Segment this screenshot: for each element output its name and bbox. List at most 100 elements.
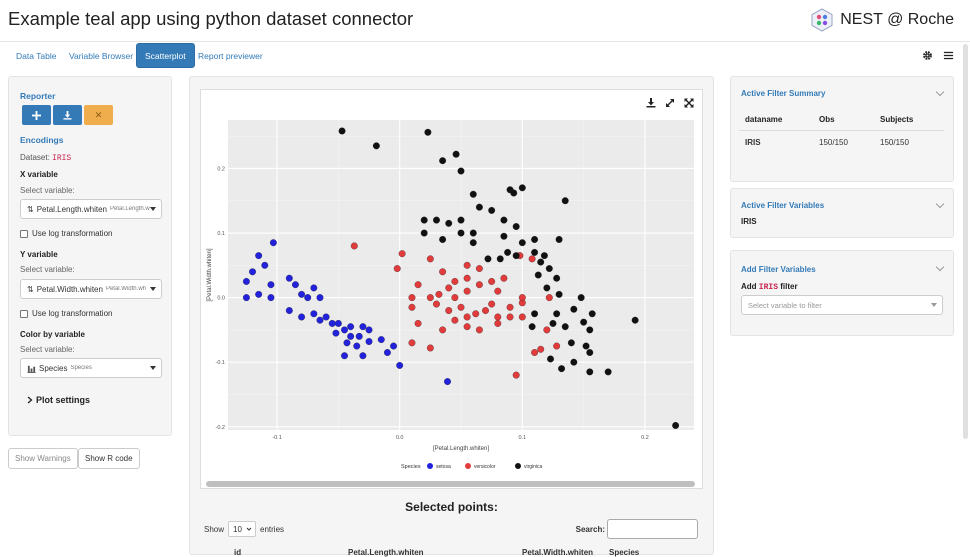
scatter-plot[interactable]: -0.1 0.0 0.1 0.2 -0.2 -0.1 0.0 0.1 0.2 [Petal.Len… [201,108,702,488]
entries-select[interactable]: 10 [228,521,257,537]
x-tick-label: 0.1 [518,435,526,441]
data-point-virginica [500,232,508,240]
active-filter-dataset: IRIS [741,217,757,226]
data-point-virginica [518,239,526,247]
add-filter-prefix: Add [741,282,757,291]
data-point-setosa [255,290,263,298]
column-header-species[interactable]: Species [609,548,640,557]
data-point-versicolor [494,287,502,295]
filter-variable-select[interactable]: Select variable to filter [741,295,943,315]
reporter-buttons: ✕ [22,105,113,125]
tab-scatterplot[interactable]: Scatterplot [136,43,195,68]
data-point-virginica [469,239,477,247]
main-panel: -0.1 0.0 0.1 0.2 -0.2 -0.1 0.0 0.1 0.2 [Petal.Len… [189,76,714,555]
brand-text: NEST @ Roche [840,11,954,28]
y-tick-label: -0.2 [216,425,225,431]
search-input[interactable] [607,519,698,539]
plot-horizontal-scrollbar[interactable] [206,481,695,487]
active-filter-summary-title[interactable]: Active Filter Summary [741,89,826,98]
expand-icon[interactable] [665,98,675,108]
legend-key-versicolor [465,463,471,469]
data-point-versicolor [494,319,502,327]
data-point-setosa [304,294,312,302]
data-point-setosa [332,329,340,337]
show-r-code-button[interactable]: Show R code [78,448,140,469]
plot-settings-toggle[interactable]: Plot settings [27,395,90,405]
hamburger-menu-icon[interactable] [943,50,954,61]
data-point-virginica [570,305,578,313]
column-header-petal-length[interactable]: Petal.Length.whiten [348,548,424,557]
data-point-setosa [353,342,361,350]
add-card-button[interactable] [22,105,51,125]
app-header: Example teal app using python dataset co… [0,0,970,42]
chevron-down-icon[interactable] [935,262,945,272]
data-point-versicolor [488,300,496,308]
data-point-virginica [586,349,594,356]
data-point-virginica [588,310,596,318]
download-report-button[interactable] [53,105,82,125]
data-point-versicolor [408,339,416,347]
tab-report-previewer[interactable]: Report previewer [198,51,263,61]
brand[interactable]: NEST @ Roche [810,6,954,34]
chevron-down-icon [246,527,252,531]
active-filter-variables-title[interactable]: Active Filter Variables [741,201,825,210]
summary-subjects: 150/150 [880,137,909,147]
dataset-label: Dataset: [20,153,50,162]
x-variable-value-small: Petal.Length.w [109,206,150,212]
chevron-right-icon [27,396,33,404]
filter-summary-table: dataname Obs Subjects IRIS 150/150 150/1… [739,109,944,153]
chevron-down-icon[interactable] [935,87,945,97]
column-header-petal-width[interactable]: Petal.Width.whiten [522,548,594,557]
legend-label-setosa: setosa [436,464,451,470]
add-filter-suffix: filter [780,282,798,291]
x-log-checkbox-row[interactable]: Use log transformation [20,229,112,238]
data-point-setosa [242,278,250,285]
data-point-versicolor [408,303,416,311]
color-variable-select[interactable]: Species Species [20,358,162,378]
summary-header-row: dataname Obs Subjects [739,109,944,131]
sort-arrows-icon: ⇅ [27,284,34,294]
data-point-virginica [577,294,585,302]
data-point-virginica [553,274,561,282]
add-filter-label: Add IRIS filter [741,282,798,292]
data-point-virginica [547,355,554,363]
gear-icon[interactable] [922,50,933,61]
data-point-versicolor [439,326,447,334]
download-icon[interactable] [646,98,656,108]
selected-points-title: Selected points: [405,500,498,514]
data-point-versicolor [463,287,471,295]
x-tick-label: 0.2 [641,435,649,441]
data-point-virginica [469,229,477,237]
legend-label-virginica: virginica [524,464,543,470]
data-point-setosa [365,326,373,334]
y-log-checkbox[interactable] [20,309,28,318]
data-point-virginica [420,229,428,237]
plus-icon [32,110,41,120]
data-point-setosa [310,310,318,318]
tab-data-table[interactable]: Data Table [16,51,57,61]
column-header-id[interactable]: id [234,548,242,557]
data-point-virginica [518,184,526,192]
data-point-setosa [242,294,250,302]
data-point-versicolor [426,294,434,302]
show-warnings-button[interactable]: Show Warnings [8,448,78,469]
data-point-setosa [316,316,324,324]
fullscreen-icon[interactable] [684,98,694,108]
x-log-checkbox[interactable] [20,229,28,238]
data-point-versicolor [506,313,514,321]
chevron-down-icon[interactable] [935,199,945,209]
data-point-versicolor [537,345,545,353]
add-filter-variables-title[interactable]: Add Filter Variables [741,265,816,274]
y-variable-select[interactable]: ⇅ Petal.Width.whiten Petal.Width.wh [20,279,162,299]
page-scrollbar[interactable] [963,44,968,439]
entries-select-value: 10 [233,524,242,534]
x-variable-select[interactable]: ⇅ Petal.Length.whiten Petal.Length.w [20,199,162,219]
legend-label-versicolor: versicolor [474,464,496,470]
tab-variable-browser[interactable]: Variable Browser [69,51,134,61]
show-label: Show [204,524,225,534]
data-point-setosa [316,294,324,302]
y-log-checkbox-row[interactable]: Use log transformation [20,309,112,318]
data-point-setosa [298,290,306,298]
reset-report-button[interactable]: ✕ [84,105,113,125]
data-point-versicolor [433,300,440,308]
